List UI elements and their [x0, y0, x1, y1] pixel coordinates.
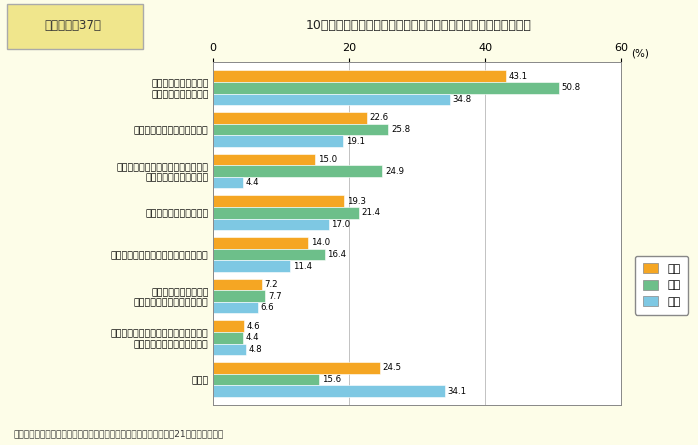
Text: 15.0: 15.0	[318, 155, 337, 164]
Bar	[213, 260, 290, 272]
Bar	[213, 70, 506, 82]
Text: 7.2: 7.2	[265, 280, 279, 289]
Legend: 総数, 女性, 男性: 総数, 女性, 男性	[635, 255, 688, 315]
FancyBboxPatch shape	[7, 4, 143, 49]
Bar	[213, 124, 389, 135]
Bar	[213, 112, 366, 124]
Bar	[213, 362, 380, 374]
Text: 4.4: 4.4	[246, 333, 259, 342]
Bar	[213, 93, 450, 105]
Text: 21.4: 21.4	[362, 208, 380, 217]
Bar	[213, 249, 325, 260]
Bar	[213, 135, 343, 147]
Text: 34.8: 34.8	[452, 95, 472, 104]
Bar	[213, 218, 329, 230]
Bar	[213, 344, 246, 355]
Text: 4.6: 4.6	[247, 322, 260, 331]
Text: 16.4: 16.4	[327, 250, 346, 259]
Text: 19.1: 19.1	[346, 137, 364, 146]
Text: （備考）内閣府「男女のライフスタイルに関する意識調査」（平成21年）より作成。: （備考）内閣府「男女のライフスタイルに関する意識調査」（平成21年）より作成。	[14, 429, 224, 438]
Bar	[213, 385, 445, 397]
Bar	[213, 237, 308, 249]
Text: 10年後のキャリアアップが見通せない理由（性別）（複数回答）: 10年後のキャリアアップが見通せない理由（性別）（複数回答）	[306, 19, 532, 32]
Bar	[213, 320, 244, 332]
Bar	[213, 82, 558, 93]
Text: 15.6: 15.6	[322, 375, 341, 384]
Bar	[213, 279, 262, 290]
Bar	[213, 177, 243, 189]
Text: 4.4: 4.4	[246, 178, 259, 187]
Text: 22.6: 22.6	[369, 113, 389, 122]
Text: 43.1: 43.1	[509, 72, 528, 81]
Bar	[213, 290, 265, 302]
Text: 24.5: 24.5	[383, 364, 401, 372]
Text: 11.4: 11.4	[293, 262, 312, 271]
Text: (%): (%)	[632, 49, 649, 59]
Text: 19.3: 19.3	[347, 197, 366, 206]
Text: 50.8: 50.8	[561, 83, 581, 92]
Bar	[213, 207, 359, 218]
Text: 7.7: 7.7	[268, 291, 281, 301]
Bar	[213, 332, 243, 344]
Bar	[213, 154, 315, 166]
Text: 34.1: 34.1	[447, 387, 467, 396]
Text: 17.0: 17.0	[332, 220, 350, 229]
Bar	[213, 166, 383, 177]
Text: 25.8: 25.8	[391, 125, 410, 134]
Text: 24.9: 24.9	[385, 166, 404, 176]
Text: 4.8: 4.8	[248, 345, 262, 354]
Bar	[213, 302, 258, 313]
Bar	[213, 195, 344, 207]
Text: 第１－特－37図: 第１－特－37図	[45, 19, 102, 32]
Text: 6.6: 6.6	[260, 303, 274, 312]
Text: 14.0: 14.0	[311, 239, 330, 247]
Bar	[213, 374, 319, 385]
